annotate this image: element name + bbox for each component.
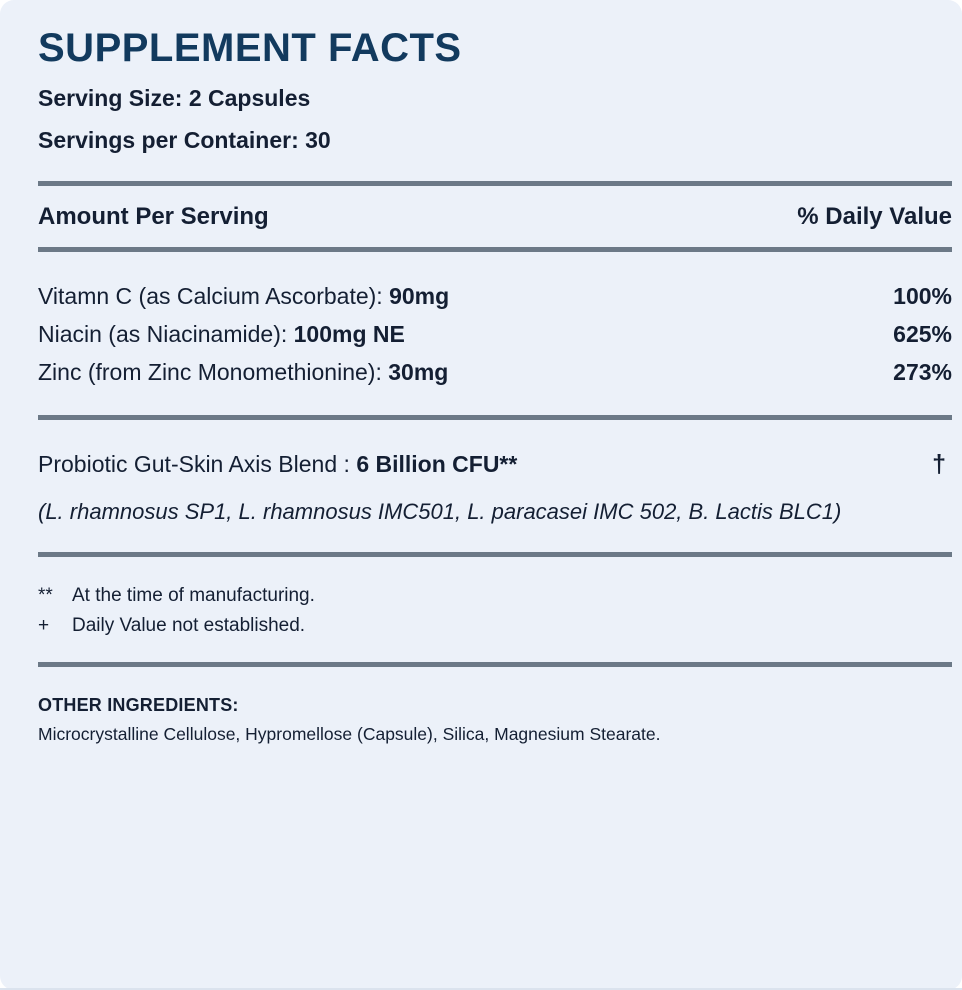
nutrient-name: Vitamn C (as Calcium Ascorbate): 90mg	[38, 282, 450, 309]
blend-name: Probiotic Gut-Skin Axis Blend : 6 Billio…	[38, 450, 518, 477]
nutrient-daily-value: 100%	[893, 282, 952, 309]
other-ingredients-label: OTHER INGREDIENTS:	[38, 694, 239, 715]
footnote-manufacturing: ** At the time of manufacturing.	[38, 581, 952, 611]
nutrient-amount: 100mg NE	[293, 320, 405, 347]
other-ingredients-text: Microcrystalline Cellulose, Hypromellose…	[38, 723, 661, 744]
nutrient-daily-value: 273%	[893, 358, 952, 385]
table-row-niacin: Niacin (as Niacinamide): 100mg NE 625%	[38, 315, 952, 353]
footnote-symbol: +	[38, 614, 50, 636]
nutrient-amount: 90mg	[389, 282, 450, 309]
column-daily-value: % Daily Value	[797, 202, 952, 230]
page-title: SUPPLEMENT FACTS	[38, 26, 462, 70]
nutrient-name: Niacin (as Niacinamide): 100mg NE	[38, 320, 405, 347]
bottom-edge	[0, 988, 962, 990]
table-header-row: Amount Per Serving % Daily Value	[38, 203, 952, 231]
table-row-zinc: Zinc (from Zinc Monomethionine): 30mg 27…	[38, 353, 952, 391]
nutrient-amount: 30mg	[388, 358, 449, 385]
footnote-text: Daily Value not established.	[72, 614, 306, 636]
column-amount-per-serving: Amount Per Serving	[38, 202, 269, 230]
divider	[38, 551, 952, 557]
other-ingredients-section: OTHER INGREDIENTS: Microcrystalline Cell…	[38, 695, 952, 745]
blend-amount: 6 Billion CFU**	[356, 450, 518, 477]
footnotes: ** At the time of manufacturing. + Daily…	[38, 581, 952, 641]
dagger-symbol: †	[932, 449, 946, 478]
divider	[38, 246, 952, 252]
footnote-symbol: **	[38, 584, 53, 606]
divider	[38, 414, 952, 420]
table-row-probiotic-blend: Probiotic Gut-Skin Axis Blend : 6 Billio…	[38, 449, 952, 479]
table-row-vitamin-c: Vitamn C (as Calcium Ascorbate): 90mg 10…	[38, 277, 952, 315]
divider	[38, 661, 952, 667]
divider	[38, 180, 952, 186]
nutrient-daily-value: 625%	[893, 320, 952, 347]
nutrient-rows: Vitamn C (as Calcium Ascorbate): 90mg 10…	[38, 277, 952, 391]
servings-per-container: Servings per Container: 30	[38, 127, 331, 154]
nutrient-name: Zinc (from Zinc Monomethionine): 30mg	[38, 358, 449, 385]
blend-strains: (L. rhamnosus SP1, L. rhamnosus IMC501, …	[38, 498, 842, 524]
footnote-daily-value: + Daily Value not established.	[38, 611, 952, 641]
footnote-text: At the time of manufacturing.	[72, 584, 315, 606]
serving-size: Serving Size: 2 Capsules	[38, 85, 311, 111]
